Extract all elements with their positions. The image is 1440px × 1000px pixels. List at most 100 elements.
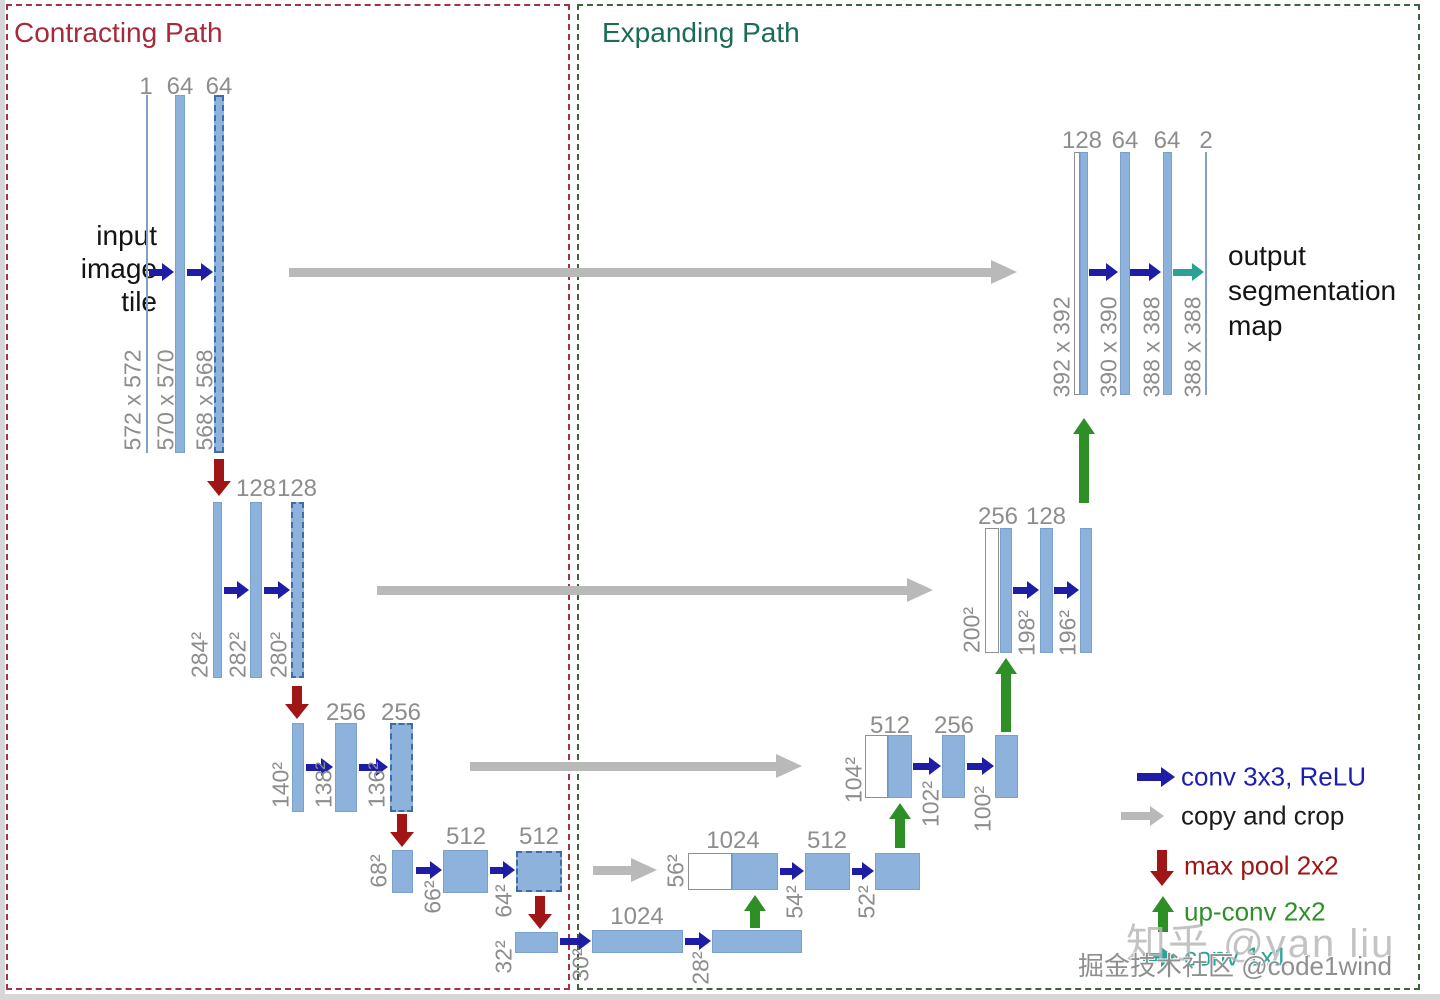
arrow-part [470, 761, 778, 771]
legend-label: conv 1x1 [1184, 941, 1289, 972]
arrow-part [1054, 586, 1069, 594]
enc2-128-bar [250, 502, 262, 678]
arrow-part [1161, 947, 1175, 967]
arrow-part [579, 932, 591, 950]
arrow-part [359, 763, 378, 771]
size-label: 100² [969, 785, 996, 833]
arrow-part [1157, 850, 1167, 873]
arrow-part [1121, 812, 1152, 820]
dec4-up-bar [732, 853, 778, 890]
arrow-part [1067, 581, 1079, 599]
size-label: 200² [958, 606, 985, 654]
arrow-part [1150, 871, 1174, 886]
arrow-part [862, 862, 874, 880]
dec1-up-bar [1080, 152, 1088, 395]
input-tile-line: image [80, 253, 157, 284]
enc4-512-bar [443, 850, 488, 893]
enc3-256-crop-bar [390, 723, 413, 812]
size-label: 28² [687, 951, 714, 985]
arrow-part [1027, 581, 1039, 599]
arrow-part [1161, 767, 1175, 787]
channel-label: 64 [1111, 127, 1139, 154]
enc3-in-bar [292, 723, 304, 812]
contracting-path-box [6, 4, 570, 990]
input-tile-line: tile [121, 286, 157, 317]
channel-label: 256 [325, 699, 367, 726]
input-1ch-line [146, 95, 148, 453]
arrow-part [631, 858, 657, 882]
size-label: 68² [365, 854, 392, 888]
output-map-line: output [1228, 240, 1306, 271]
arrow-part [214, 459, 224, 483]
conv-arrow [913, 757, 941, 775]
size-label: 284² [186, 631, 213, 679]
enc4-in-bar [392, 850, 413, 893]
conv-arrow [967, 757, 994, 775]
conv-arrow [306, 758, 333, 776]
arrow-part [397, 814, 407, 834]
arrow-part [991, 260, 1017, 284]
legend-label: conv 3x3, ReLU [1181, 761, 1366, 792]
arrow-part [1150, 806, 1164, 826]
channel-label: 1024 [706, 827, 760, 854]
size-label: 56² [662, 854, 689, 888]
size-label: 388 x 388 [1138, 296, 1165, 398]
conv-arrow [187, 263, 213, 281]
size-label: 390 x 390 [1095, 296, 1122, 398]
arrow-part [1192, 263, 1204, 281]
legend-label: max pool 2x2 [1184, 850, 1339, 881]
legend-label: up-conv 2x2 [1184, 896, 1326, 927]
bottleneck-out-bar [712, 930, 802, 953]
channel-label: 512 [806, 827, 848, 854]
arrow-part [699, 932, 711, 950]
conv1x1-arrow [1173, 263, 1204, 281]
channel-label: 128 [1061, 127, 1103, 154]
legend-pool_arrow [1150, 850, 1174, 886]
dec2-up-bar [1000, 528, 1012, 653]
arrow-part [149, 268, 164, 276]
channel-label: 128 [235, 475, 277, 502]
conv-arrow [359, 758, 388, 776]
dec4-512-bar [805, 853, 850, 890]
arrow-part [685, 937, 701, 945]
channel-label: 256 [977, 503, 1019, 530]
maxpool-arrow [528, 896, 552, 929]
arrow-part [929, 757, 941, 775]
legend-label: copy and crop [1181, 800, 1345, 831]
input-image-tile-label: input image tile [40, 219, 157, 318]
arrow-part [1137, 773, 1163, 781]
maxpool-arrow [207, 459, 231, 496]
arrow-part [201, 263, 213, 281]
arrow-part [744, 895, 766, 911]
dec4-out-bar [875, 853, 920, 890]
arrow-part [162, 263, 174, 281]
watermark-zhihu: 知乎 @yan liu [1126, 922, 1396, 966]
conv-arrow [560, 932, 591, 950]
dec2-out-bar [1080, 528, 1092, 653]
upconv-arrow [995, 658, 1017, 732]
arrow-part [1173, 268, 1194, 276]
conv-arrow [264, 581, 290, 599]
channel-label: 64 [205, 73, 233, 100]
size-label: 388 x 388 [1179, 296, 1206, 398]
channel-label: 1 [139, 73, 153, 100]
legend-up_arrow [1152, 896, 1174, 932]
size-label: 66² [419, 880, 446, 914]
size-label: 104² [840, 756, 867, 804]
arrow-part [503, 861, 515, 879]
arrow-part [278, 581, 290, 599]
arrow-part [776, 754, 802, 778]
enc2-128-crop-bar [291, 502, 304, 678]
dec2-copied-bar [985, 528, 999, 653]
arrow-part [264, 586, 280, 594]
arrow-part [907, 578, 933, 602]
arrow-part [207, 481, 231, 496]
arrow-part [535, 896, 545, 916]
channel-label: 512 [445, 823, 487, 850]
arrow-part [1073, 418, 1095, 434]
channel-label: 512 [518, 823, 560, 850]
dec1-out-bar [1163, 152, 1172, 395]
arrow-part [377, 585, 909, 595]
arrow-part [1149, 263, 1161, 281]
